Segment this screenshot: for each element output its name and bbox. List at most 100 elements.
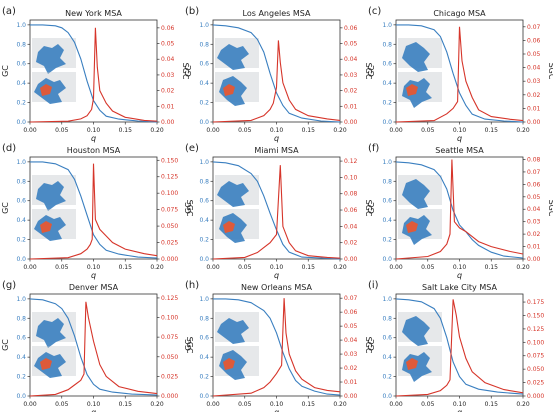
y2-tick-label: 0.07 [527, 169, 541, 176]
map-region-red [406, 221, 418, 233]
y2-tick-label: 0.01 [161, 103, 175, 110]
y-axis-label: GC [184, 339, 193, 351]
y2-tick-label: 0.075 [161, 207, 178, 214]
y2-tick-label: 0.050 [161, 223, 178, 230]
y2-axis-label: SGC [181, 63, 190, 80]
y2-tick-label: 0.02 [527, 231, 541, 238]
map-inset-icon [32, 312, 76, 378]
y-tick-label: 0.2 [382, 237, 392, 244]
y-tick-label: 0.0 [382, 256, 392, 263]
y-tick-label: 0.2 [199, 374, 209, 381]
y2-tick-label: 0.03 [527, 219, 541, 226]
chart-title: Miami MSA [254, 146, 299, 155]
y-tick-label: 0.6 [382, 335, 392, 342]
y-tick-label: 0.4 [199, 217, 209, 224]
chart-title: Denver MSA [69, 283, 119, 292]
map-inset-icon [398, 38, 442, 108]
y-tick-label: 0.0 [16, 393, 26, 400]
x-axis-label: q [457, 408, 462, 412]
y-tick-label: 0.2 [199, 100, 209, 107]
sgc-series-line [212, 40, 341, 123]
y-tick-label: 0.2 [16, 374, 26, 381]
map-region-blue [217, 44, 249, 70]
y-tick-label: 0.4 [382, 354, 392, 361]
map-region-blue [402, 179, 430, 209]
x-tick-label: 0.00 [206, 264, 220, 271]
panel-label: (a) [2, 6, 16, 17]
x-axis-label: q [91, 271, 96, 280]
y-tick-label: 0.2 [16, 100, 26, 107]
x-tick-label: 0.10 [270, 401, 284, 408]
map-region-red [223, 221, 235, 233]
y2-tick-label: 0.04 [344, 223, 358, 230]
y-tick-label: 0.0 [382, 119, 392, 126]
x-tick-label: 0.10 [453, 401, 467, 408]
y-tick-label: 0.2 [382, 374, 392, 381]
map-region-red [406, 358, 418, 370]
x-tick-label: 0.10 [87, 401, 101, 408]
x-tick-label: 0.20 [333, 401, 347, 408]
y2-axis-label: SGC [185, 200, 194, 217]
y-tick-label: 0.6 [199, 335, 209, 342]
y2-tick-label: 0.025 [161, 240, 178, 247]
y-tick-label: 0.0 [199, 393, 209, 400]
y2-tick-label: 0.03 [161, 72, 175, 79]
y-tick-label: 0.4 [382, 80, 392, 87]
y-tick-label: 0.6 [16, 198, 26, 205]
y2-tick-label: 0.00 [161, 119, 175, 126]
y-tick-label: 0.2 [382, 100, 392, 107]
y2-axis-label: SGC [547, 63, 553, 80]
x-tick-label: 0.15 [302, 264, 316, 271]
y-axis-label: GC [1, 202, 10, 214]
y2-tick-label: 0.125 [161, 295, 178, 302]
y2-axis-label: SGC [364, 337, 373, 354]
panel-label: (i) [368, 280, 379, 291]
gc-series-line [30, 161, 158, 259]
panel-label: (d) [2, 143, 16, 154]
y2-tick-label: 0.04 [161, 56, 175, 63]
sgc-series-line [395, 299, 524, 397]
y2-tick-label: 0.05 [161, 41, 175, 48]
y-axis-label: GC [1, 65, 10, 77]
y-tick-label: 0.4 [199, 354, 209, 361]
chart-title: Los Angeles MSA [243, 9, 311, 18]
sgc-series-line [212, 165, 341, 260]
y-axis-label: GC [184, 202, 193, 214]
map-region-red [223, 358, 235, 370]
y2-tick-label: 0.025 [161, 373, 178, 380]
y2-tick-label: 0.06 [527, 181, 541, 188]
map-inset-icon [398, 312, 442, 382]
x-axis-label: q [457, 134, 462, 143]
x-axis-label: q [457, 271, 462, 280]
plot-frame [212, 156, 341, 260]
y2-axis-label: SGC [364, 63, 373, 80]
y2-tick-label: 0.01 [527, 244, 541, 251]
gc-series-line [395, 298, 524, 395]
x-tick-label: 0.05 [238, 401, 252, 408]
y2-tick-label: 0.00 [344, 393, 358, 400]
map-region-blue [217, 318, 249, 344]
y-tick-label: 0.8 [199, 315, 209, 322]
y2-tick-label: 0.00 [527, 119, 541, 126]
map-region-blue [36, 318, 66, 348]
y2-tick-label: 0.00 [344, 119, 358, 126]
chart-panel-5: (e) Miami MSA 0.00 0.05 0.10 0.15 0.20 0.0 0.2 0.… [184, 143, 373, 280]
x-tick-label: 0.20 [150, 401, 164, 408]
chart-title: New York MSA [65, 9, 122, 18]
y2-tick-label: 0.000 [161, 393, 178, 400]
map-region-blue [402, 42, 430, 72]
y-tick-label: 1.0 [199, 159, 209, 166]
y-tick-label: 1.0 [16, 159, 26, 166]
y2-tick-label: 0.04 [527, 206, 541, 213]
gc-series-line [212, 24, 341, 123]
sgc-series-line [395, 159, 524, 260]
chart-title: Chicago MSA [433, 9, 486, 18]
y2-tick-label: 0.125 [527, 326, 544, 333]
panel-label: (g) [2, 280, 16, 291]
y-axis-label: GC [367, 65, 376, 77]
y-tick-label: 0.0 [199, 119, 209, 126]
x-tick-label: 0.20 [150, 127, 164, 134]
x-tick-label: 0.00 [389, 264, 403, 271]
y-axis-label: GC [1, 339, 10, 351]
y2-tick-label: 0.01 [344, 103, 358, 110]
